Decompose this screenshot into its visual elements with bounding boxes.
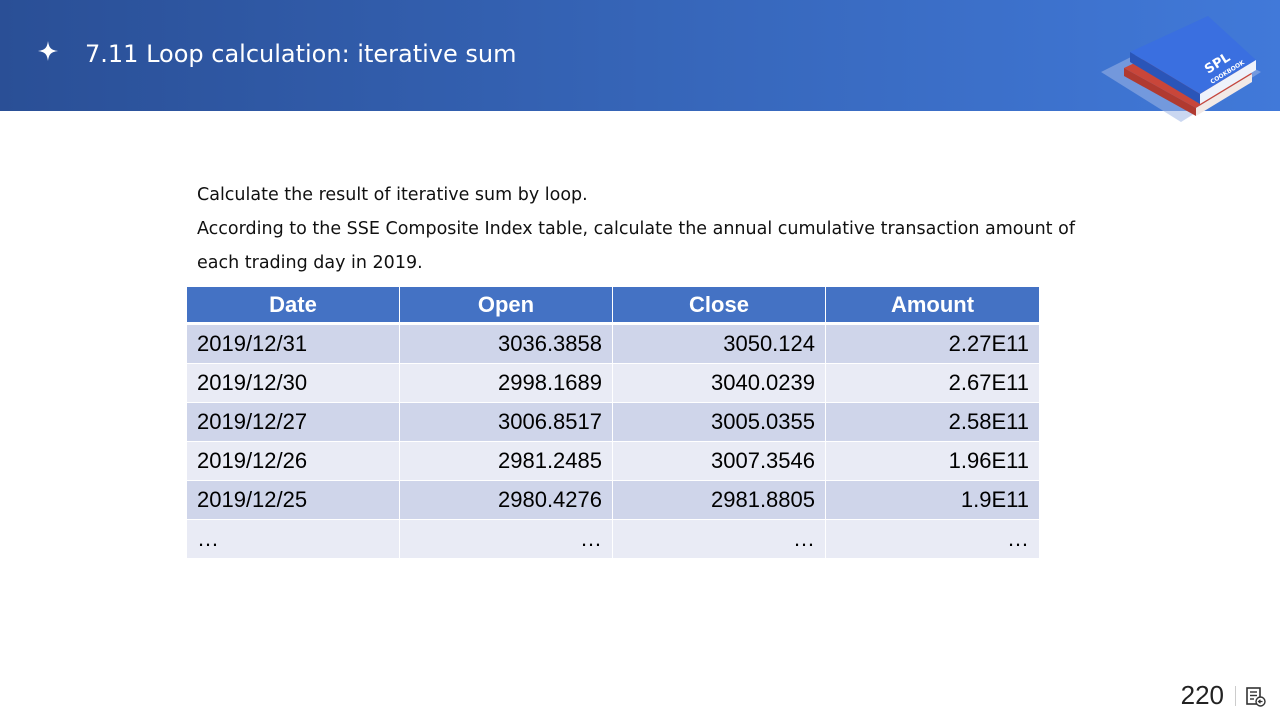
cell-open: 2998.1689 — [400, 364, 613, 403]
cell-date: 2019/12/26 — [187, 442, 400, 481]
column-header-date: Date — [187, 287, 400, 325]
description-line-2: According to the SSE Composite Index tab… — [197, 219, 1075, 239]
cell-amount: 2.67E11 — [826, 364, 1039, 403]
spl-cookbook-logo-icon: SPL COOKBOOK — [1101, 16, 1261, 122]
table-row: 2019/12/26 2981.2485 3007.3546 1.96E11 — [187, 442, 1039, 481]
column-header-close: Close — [613, 287, 826, 325]
cell-open: … — [400, 520, 613, 559]
table-row: 2019/12/27 3006.8517 3005.0355 2.58E11 — [187, 403, 1039, 442]
cell-amount: 1.9E11 — [826, 481, 1039, 520]
description-text: Calculate the result of iterative sum by… — [197, 178, 1117, 280]
table-row: … … … … — [187, 520, 1039, 559]
cell-open: 3006.8517 — [400, 403, 613, 442]
cell-close: 3005.0355 — [613, 403, 826, 442]
slide-title: 7.11 Loop calculation: iterative sum — [85, 40, 517, 68]
cell-date: 2019/12/27 — [187, 403, 400, 442]
column-header-open: Open — [400, 287, 613, 325]
slide-header: 7.11 Loop calculation: iterative sum SPL… — [0, 0, 1280, 122]
slide-notes-icon[interactable] — [1245, 686, 1267, 708]
sse-index-table: Date Open Close Amount 2019/12/31 3036.3… — [187, 287, 1039, 559]
cell-date: 2019/12/25 — [187, 481, 400, 520]
cell-open: 2981.2485 — [400, 442, 613, 481]
description-line-1: Calculate the result of iterative sum by… — [197, 185, 588, 205]
cell-amount: 2.27E11 — [826, 325, 1039, 364]
description-line-3: each trading day in 2019. — [197, 253, 423, 273]
cell-amount: 2.58E11 — [826, 403, 1039, 442]
cell-close: 2981.8805 — [613, 481, 826, 520]
table-row: 2019/12/31 3036.3858 3050.124 2.27E11 — [187, 325, 1039, 364]
table-header-row: Date Open Close Amount — [187, 287, 1039, 325]
cell-close: 3050.124 — [613, 325, 826, 364]
cell-amount: 1.96E11 — [826, 442, 1039, 481]
column-header-amount: Amount — [826, 287, 1039, 325]
cell-open: 2980.4276 — [400, 481, 613, 520]
four-point-star-icon — [38, 41, 58, 61]
cell-close: … — [613, 520, 826, 559]
footer-divider — [1235, 686, 1236, 706]
table-row: 2019/12/25 2980.4276 2981.8805 1.9E11 — [187, 481, 1039, 520]
cell-date: 2019/12/30 — [187, 364, 400, 403]
cell-close: 3040.0239 — [613, 364, 826, 403]
page-number: 220 — [1180, 680, 1224, 710]
cell-date: 2019/12/31 — [187, 325, 400, 364]
cell-date: … — [187, 520, 400, 559]
cell-amount: … — [826, 520, 1039, 559]
cell-open: 3036.3858 — [400, 325, 613, 364]
cell-close: 3007.3546 — [613, 442, 826, 481]
table-row: 2019/12/30 2998.1689 3040.0239 2.67E11 — [187, 364, 1039, 403]
